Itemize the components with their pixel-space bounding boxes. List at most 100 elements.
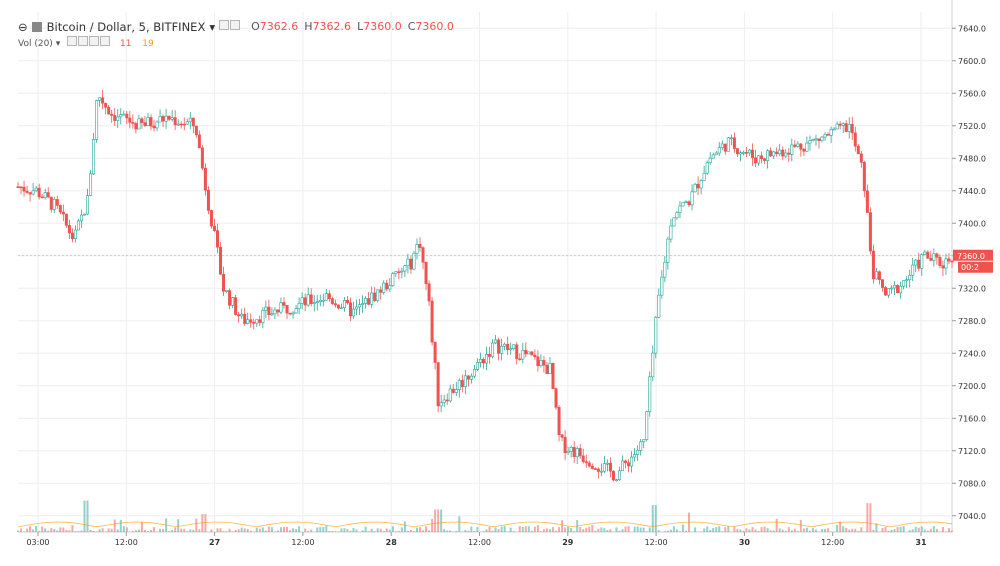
candle-body [123,114,125,115]
candle-body [509,349,511,350]
volume-bar [171,530,173,532]
volume-bar [809,531,811,532]
chevron-down-icon[interactable]: ▾ [209,20,215,34]
candle-body [908,275,910,280]
volume-bar [422,530,424,532]
candle-body [603,464,605,471]
candle-body [842,124,844,126]
candle-body [809,141,811,143]
candle-body [491,343,493,357]
volume-bar [791,530,793,532]
y-tick-label: 7160.0 [958,414,986,423]
volume-bar [609,529,611,532]
volume-bar [640,528,642,532]
candle-body [316,302,318,303]
candle-body [537,357,539,366]
candle-body [806,143,808,151]
candle-body [23,187,25,191]
candle-body [540,360,542,365]
volume-bar [141,522,143,532]
candle-body [479,359,481,362]
candle-body [685,202,687,203]
volume-bar [543,529,545,532]
volume-bar [773,530,775,532]
candle-body [594,469,596,470]
volume-indicator-label[interactable]: Vol (20) [18,39,53,49]
volume-bar [250,531,252,532]
candle-body [195,126,197,135]
volume-bar [628,526,630,532]
volume-bar [467,531,469,532]
volume-bar [739,530,741,532]
chevron-down-icon[interactable]: ▾ [56,39,61,49]
candle-body [65,214,67,225]
candle-body [951,261,953,262]
candle-body [135,123,137,129]
volume-bar [764,527,766,532]
volume-bar [498,529,500,532]
candle-body [32,191,34,194]
volume-bar [549,529,551,532]
volume-bar [346,529,348,532]
candle-body [803,149,805,151]
volume-bar [195,519,197,532]
volume-bar [180,529,182,532]
volume-bar [431,519,433,532]
volume-bar [606,530,608,532]
volume-bar [655,505,657,532]
x-tick-label: 28 [386,538,398,547]
collapse-icon[interactable]: ⊖ [18,20,28,34]
candle-body [322,300,324,301]
candle-body [340,308,342,309]
legend-settings-icons[interactable] [219,20,241,34]
volume-settings-icons[interactable] [67,39,111,49]
legend-main-row: ⊖ Bitcoin / Dollar, 5, BITFINEX ▾ O7362.… [18,20,454,34]
candle-body [237,315,239,316]
candle-body [38,188,40,197]
candle-body [150,118,152,127]
candle-body [736,149,738,154]
volume-bar [800,520,802,532]
candle-body [117,117,119,121]
candle-body [35,188,37,191]
symbol-title[interactable]: Bitcoin / Dollar, 5, BITFINEX [47,20,206,34]
candle-body [461,380,463,386]
volume-bar [389,530,391,532]
candle-body [694,184,696,192]
volume-ma-line [18,522,952,527]
candle-body [679,206,681,213]
candle-body [440,403,442,406]
candle-body [661,277,663,295]
candle-body [890,288,892,289]
volume-bar [87,501,89,533]
volume-bar [29,526,31,532]
candle-body [177,124,179,125]
volume-bar [368,531,370,532]
y-tick-label: 7040.0 [958,512,986,521]
volume-bar [159,529,161,532]
candle-body [171,118,173,120]
candle-body [709,158,711,163]
volume-bar [286,527,288,532]
volume-bar [93,531,95,532]
candle-body [506,344,508,349]
volume-bar [319,527,321,532]
candle-body [310,295,312,304]
volume-bar [634,527,636,532]
volume-bar [322,527,324,532]
volume-bar [679,531,681,532]
volume-bar [839,521,841,532]
candle-body [44,193,46,198]
candle-body [621,461,623,471]
candle-body [896,285,898,293]
volume-bar [824,529,826,532]
volume-bar [298,526,300,532]
candle-body [733,138,735,149]
y-tick-label: 7200.0 [958,382,986,391]
candle-body [265,307,267,311]
volume-bar [144,530,146,532]
volume-bar [912,529,914,532]
volume-bar [489,527,491,532]
